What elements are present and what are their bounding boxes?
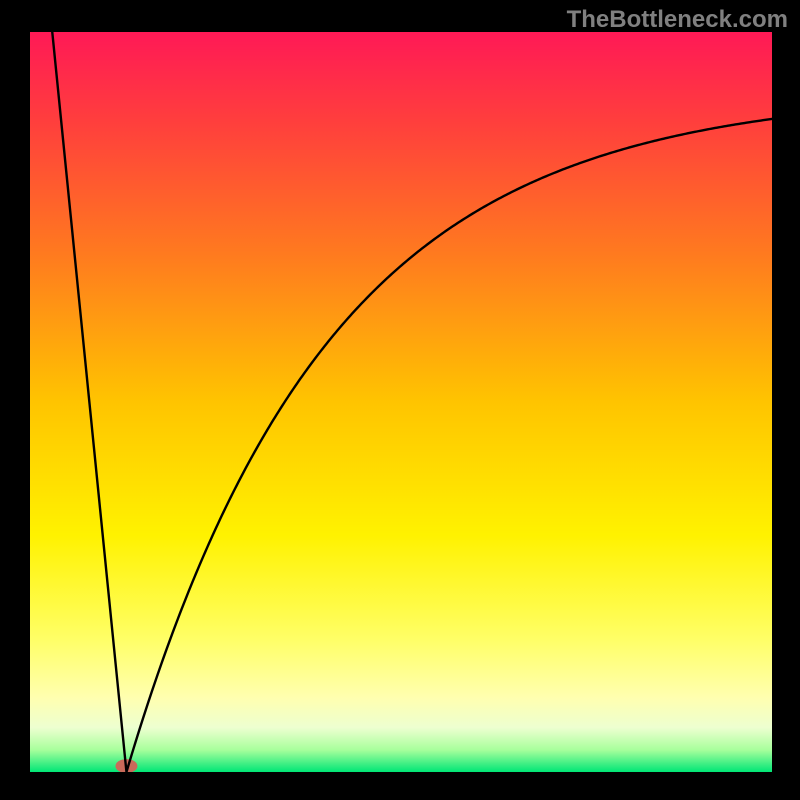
chart-container: TheBottleneck.com [0, 0, 800, 800]
watermark-text: TheBottleneck.com [567, 6, 788, 34]
plot-svg [30, 32, 772, 772]
plot-background [30, 32, 772, 772]
plot-area [30, 32, 772, 772]
